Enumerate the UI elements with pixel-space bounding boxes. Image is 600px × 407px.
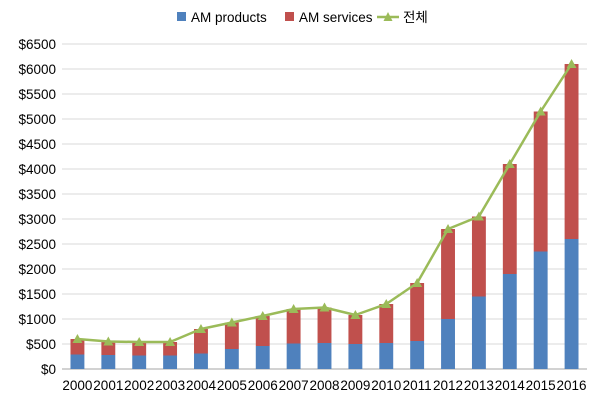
bar-am-products [255, 346, 270, 369]
y-tick-label: $2000 [18, 262, 56, 277]
total-point [381, 299, 392, 308]
total-point [535, 106, 546, 116]
y-tick-label: $4000 [18, 162, 56, 177]
bar-am-services [194, 329, 208, 354]
y-tick-label: $2500 [18, 237, 56, 252]
total-point [165, 337, 176, 346]
y-tick-label: $6000 [18, 62, 56, 77]
bar-am-products [101, 355, 116, 369]
x-tick-label: 2010 [371, 378, 401, 393]
y-tick-label: $1000 [18, 312, 56, 327]
bar-am-services [441, 229, 455, 319]
bar-am-services [379, 304, 394, 343]
total-point [103, 336, 114, 346]
total-point [473, 211, 484, 221]
x-axis: 2000 2001 2002 2003 2004 2005 2006 2007 2008 2009… [62, 378, 586, 393]
total-point [288, 304, 299, 313]
total-point [504, 159, 515, 168]
x-tick-label: 2008 [309, 378, 339, 393]
bar-am-products [224, 349, 239, 369]
y-tick-label: $1500 [18, 287, 56, 302]
bar-am-services [348, 315, 363, 344]
total-point [350, 310, 361, 319]
bar-am-products [132, 355, 147, 369]
bar-am-products [163, 355, 178, 369]
bar-am-products [317, 343, 332, 369]
x-tick-label: 2003 [155, 378, 185, 393]
bar-am-products [410, 341, 425, 369]
y-tick-label: $5500 [18, 87, 56, 102]
x-tick-label: 2014 [495, 378, 526, 393]
y-tick-label: $3000 [18, 212, 56, 227]
bar-am-services [533, 111, 548, 252]
legend-swatch-am-services [285, 12, 294, 21]
x-tick-label: 2015 [526, 378, 556, 393]
bars [70, 64, 579, 369]
x-tick-label: 2006 [248, 378, 278, 393]
y-tick-label: $6500 [18, 37, 56, 52]
x-tick-label: 2013 [464, 378, 494, 393]
bar-am-services [410, 283, 425, 341]
y-tick-label: $500 [26, 337, 56, 352]
y-axis: $0 $500 $1000 $1500 $2000 $2500 $3000 $3500 $400… [18, 37, 56, 377]
total-line [77, 63, 573, 344]
x-tick-label: 2009 [340, 378, 370, 393]
total-point [72, 334, 83, 343]
x-tick-label: 2002 [124, 378, 154, 393]
legend-label-am-products: AM products [191, 10, 267, 25]
total-point [195, 324, 206, 333]
total-point [257, 311, 268, 320]
legend: AM products AM services 전체 [177, 10, 428, 25]
y-tick-label: $3500 [18, 187, 56, 202]
bar-am-services [564, 64, 579, 239]
x-tick-label: 2007 [279, 378, 309, 393]
total-point [566, 59, 577, 68]
bar-am-products [379, 343, 394, 369]
bar-am-products [286, 343, 301, 369]
total-point [134, 337, 145, 346]
total-point [412, 278, 423, 287]
x-tick-label: 2012 [433, 378, 463, 393]
bar-am-services [255, 316, 270, 346]
x-tick-label: 2016 [557, 378, 587, 393]
bar-am-services [317, 307, 332, 343]
legend-label-전체: 전체 [403, 10, 428, 25]
bar-am-products [564, 239, 579, 369]
y-tick-label: $0 [41, 362, 56, 377]
x-tick-label: 2004 [186, 378, 217, 393]
bar-am-products [441, 319, 455, 369]
bar-am-products [502, 274, 517, 369]
bar-am-services [502, 164, 517, 274]
bar-am-products [533, 251, 548, 369]
legend-label-am-services: AM services [299, 10, 373, 25]
x-tick-label: 2005 [217, 378, 247, 393]
x-tick-label: 2001 [93, 378, 123, 393]
y-tick-label: $4500 [18, 137, 56, 152]
total-line-series [72, 59, 577, 346]
bar-am-products [70, 354, 85, 369]
x-tick-label: 2011 [403, 378, 432, 393]
x-tick-label: 2000 [62, 378, 92, 393]
y-tick-label: $5000 [18, 112, 56, 127]
bar-am-services [286, 309, 301, 344]
total-point [443, 224, 454, 233]
bar-am-products [471, 296, 486, 369]
total-point [319, 302, 330, 312]
legend-swatch-am-products [177, 12, 186, 21]
bar-am-products [194, 353, 208, 369]
bar-am-services [471, 216, 486, 297]
bar-am-products [348, 344, 363, 369]
bar-am-services [224, 322, 239, 349]
legend-swatch-marker [383, 12, 393, 21]
total-point [226, 317, 237, 327]
